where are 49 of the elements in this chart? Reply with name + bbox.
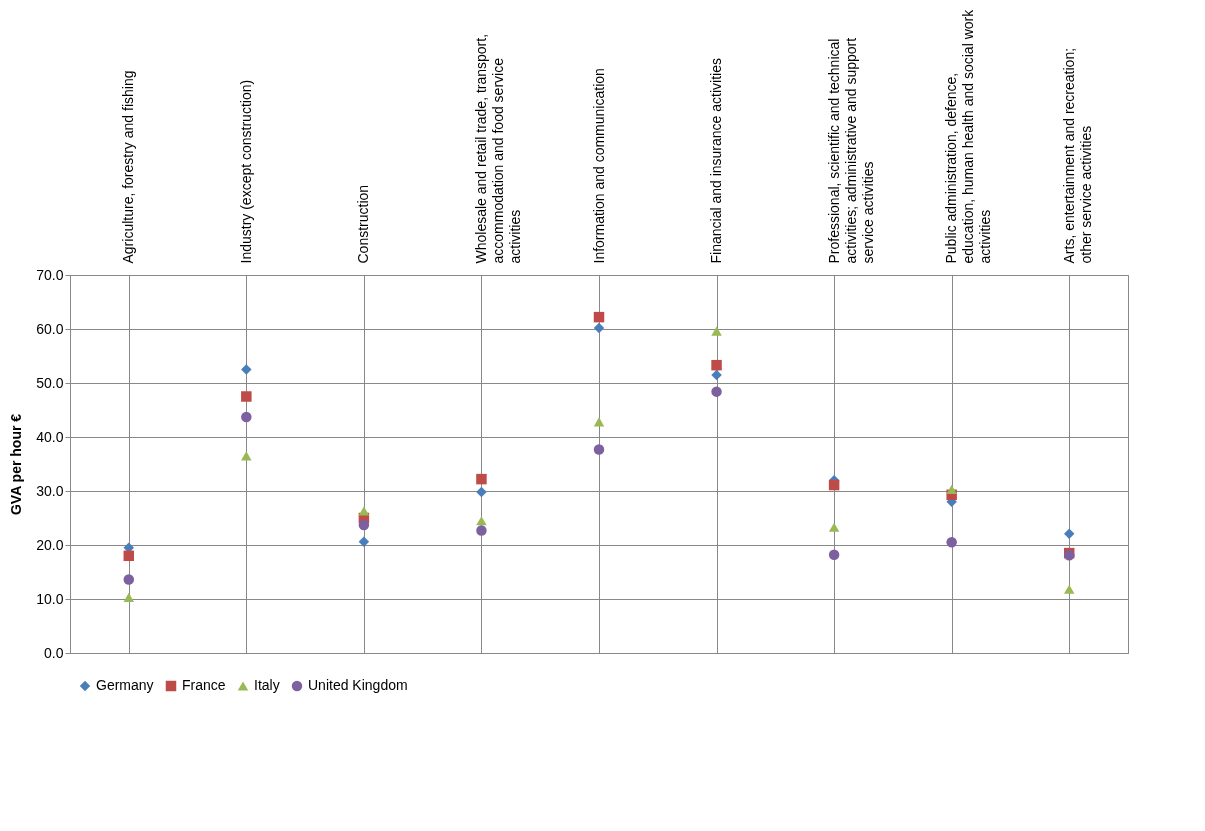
legend-label: Italy (254, 677, 280, 693)
x-tick-label: Information and communication (590, 68, 607, 264)
point (123, 550, 135, 562)
point (593, 417, 605, 427)
legend-label: Germany (96, 677, 154, 693)
point (476, 486, 487, 498)
x-tick-label: Construction (355, 184, 372, 264)
point (241, 391, 252, 402)
point (241, 364, 252, 375)
point (828, 549, 840, 560)
y-tick-label: 20.0 (36, 536, 64, 553)
y-tick-label: 40.0 (36, 428, 64, 445)
y-tick-label: 60.0 (36, 320, 64, 337)
point (593, 311, 605, 323)
point (358, 536, 370, 547)
point (476, 525, 487, 536)
y-tick-label: 50.0 (36, 374, 64, 391)
x-tick-label: Agriculture, forestry and fishing (120, 70, 137, 264)
x-tick-label: Public administration, defence, education, human health and social work activities (943, 8, 994, 264)
legend-label: United Kingdom (308, 677, 408, 693)
y-axis-title: GVA per hour € (8, 413, 25, 516)
y-tick-label: 10.0 (36, 590, 64, 607)
point (593, 322, 605, 334)
point (123, 574, 135, 585)
point (711, 326, 722, 336)
point (123, 592, 135, 602)
point (828, 479, 840, 491)
point (593, 444, 605, 455)
point (711, 386, 722, 397)
point (946, 484, 957, 494)
point (476, 473, 487, 485)
x-tick-label: Industry (except construction) (237, 79, 254, 264)
x-tick-label: Wholesale and retail trade, transport, accommodation and food service activities (472, 33, 523, 264)
point (476, 516, 487, 526)
legend-label: France (182, 677, 226, 693)
point (358, 519, 370, 531)
x-tick-label: Financial and insurance activities (708, 58, 725, 264)
point (711, 359, 722, 371)
point (1063, 528, 1075, 539)
y-tick-label: 0.0 (44, 644, 64, 661)
point (828, 522, 840, 532)
y-tick-label: 30.0 (36, 482, 64, 499)
x-tick-label: Professional, scientific and technical activities; administrative and support service activities (825, 37, 876, 264)
y-tick-label: 70.0 (36, 266, 64, 283)
point (241, 411, 252, 423)
point (1063, 584, 1075, 594)
point (711, 369, 722, 381)
point (358, 506, 370, 516)
point (946, 537, 957, 548)
